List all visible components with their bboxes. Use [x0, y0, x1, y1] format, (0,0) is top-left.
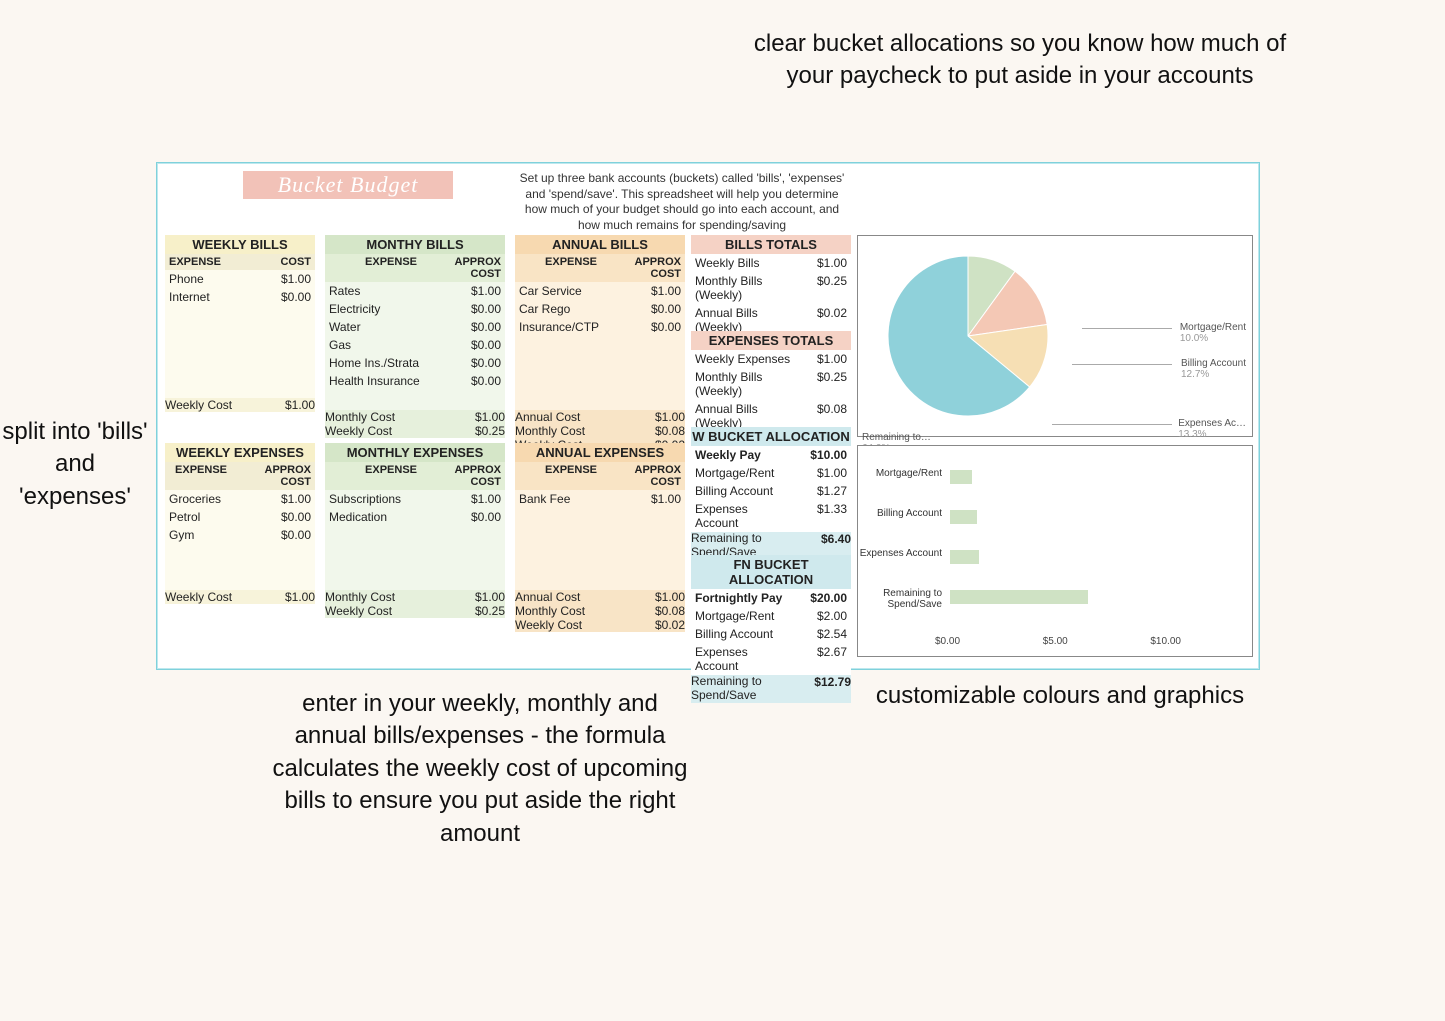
total-row: Monthly Cost$1.00: [325, 410, 505, 424]
pie-label-mortgage: Mortgage/Rent10.0%: [1180, 322, 1246, 344]
table-row: Expenses Account$2.67: [691, 643, 851, 675]
table-row: Health Insurance$0.00: [325, 372, 505, 390]
table-row: Monthly Bills (Weekly)$0.25: [691, 272, 851, 304]
section-annual-bills: ANNUAL BILLS EXPENSEAPPROX COST Car Serv…: [515, 235, 685, 452]
table-row: Mortgage/Rent$1.00: [691, 464, 851, 482]
col-cost: COST: [259, 254, 315, 270]
total-row: Annual Cost$1.00: [515, 410, 685, 424]
bar: [950, 590, 1088, 604]
section-w-allocation: W BUCKET ALLOCATION Weekly Pay$10.00Mort…: [691, 427, 851, 560]
final-row: Remaining to Spend/Save$12.79: [691, 675, 851, 703]
intro-text: Set up three bank accounts (buckets) cal…: [517, 171, 847, 233]
total-row: Weekly Cost$0.25: [325, 424, 505, 438]
total-row: Annual Cost$1.00: [515, 590, 685, 604]
table-row: Gas$0.00: [325, 336, 505, 354]
bar: [950, 470, 972, 484]
spreadsheet: Bucket Budget Set up three bank accounts…: [156, 162, 1260, 670]
table-row: Car Service$1.00: [515, 282, 685, 300]
total-row: Monthly Cost$0.08: [515, 604, 685, 618]
table-row: Petrol$0.00: [165, 508, 315, 526]
col-approx: APPROX COST: [421, 254, 505, 282]
total-row: Weekly Cost$0.25: [325, 604, 505, 618]
table-row: Rates$1.00: [325, 282, 505, 300]
table-row: Car Rego$0.00: [515, 300, 685, 318]
table-row: Home Ins./Strata$0.00: [325, 354, 505, 372]
callout-left: split into 'bills' and 'expenses': [0, 416, 150, 513]
table-row: Bank Fee$1.00: [515, 490, 685, 508]
table-row: Fortnightly Pay$20.00: [691, 589, 851, 607]
bar: [950, 510, 977, 524]
section-title: EXPENSES TOTALS: [691, 331, 851, 350]
section-title: W BUCKET ALLOCATION: [691, 427, 851, 446]
section-title: MONTHLY EXPENSES: [325, 443, 505, 462]
table-row: Electricity$0.00: [325, 300, 505, 318]
table-row: Mortgage/Rent$2.00: [691, 607, 851, 625]
page: clear bucket allocations so you know how…: [0, 0, 1445, 1021]
section-monthly-bills: MONTHY BILLS EXPENSEAPPROX COST Rates$1.…: [325, 235, 505, 438]
title-banner: Bucket Budget: [243, 171, 453, 199]
table-row: Expenses Account$1.33: [691, 500, 851, 532]
table-row: Medication$0.00: [325, 508, 505, 526]
section-monthly-expenses: MONTHLY EXPENSES EXPENSEAPPROX COST Subs…: [325, 443, 505, 618]
table-row: Gym$0.00: [165, 526, 315, 544]
pie-label-expenses: Expenses Ac…13.3%: [1178, 418, 1246, 440]
total-row: Weekly Cost$1.00: [165, 398, 315, 412]
total-row: Weekly Cost$1.00: [165, 590, 315, 604]
section-title: FN BUCKET ALLOCATION: [691, 555, 851, 589]
x-tick-label: $0.00: [935, 636, 960, 647]
callout-bottom-right: customizable colours and graphics: [870, 680, 1250, 712]
col-expense: EXPENSE: [515, 254, 601, 282]
pie-label-billing: Billing Account12.7%: [1181, 358, 1246, 380]
bar-chart: Mortgage/Rent Billing Account Expenses Acc…: [857, 445, 1253, 657]
col-expense: EXPENSE: [165, 462, 231, 490]
col-approx: APPROX COST: [601, 254, 685, 282]
section-title: WEEKLY EXPENSES: [165, 443, 315, 462]
section-title: ANNUAL EXPENSES: [515, 443, 685, 462]
col-expense: EXPENSE: [165, 254, 259, 270]
table-row: Subscriptions$1.00: [325, 490, 505, 508]
col-approx: APPROX COST: [421, 462, 505, 490]
table-row: Weekly Expenses$1.00: [691, 350, 851, 368]
bar-category-label: Mortgage/Rent: [858, 468, 942, 479]
x-tick-label: $5.00: [1043, 636, 1068, 647]
total-row: Monthly Cost$1.00: [325, 590, 505, 604]
callout-top: clear bucket allocations so you know how…: [750, 28, 1290, 93]
section-title: BILLS TOTALS: [691, 235, 851, 254]
section-title: WEEKLY BILLS: [165, 235, 315, 254]
col-expense: EXPENSE: [325, 462, 421, 490]
table-row: Water$0.00: [325, 318, 505, 336]
pie-chart: Mortgage/Rent10.0% Billing Account12.7% …: [857, 235, 1253, 437]
section-title: ANNUAL BILLS: [515, 235, 685, 254]
x-tick-label: $10.00: [1150, 636, 1181, 647]
bar-category-label: Expenses Account: [858, 548, 942, 559]
section-weekly-bills: WEEKLY BILLS EXPENSECOST Phone$1.00Inter…: [165, 235, 315, 412]
section-annual-expenses: ANNUAL EXPENSES EXPENSEAPPROX COST Bank …: [515, 443, 685, 632]
bar-category-label: Remaining toSpend/Save: [858, 588, 942, 610]
section-title: MONTHY BILLS: [325, 235, 505, 254]
bar: [950, 550, 979, 564]
table-row: Groceries$1.00: [165, 490, 315, 508]
col-approx: APPROX COST: [601, 462, 685, 490]
table-row: Weekly Pay$10.00: [691, 446, 851, 464]
callout-bottom-left: enter in your weekly, monthly and annual…: [270, 688, 690, 850]
col-expense: EXPENSE: [515, 462, 601, 490]
section-fn-allocation: FN BUCKET ALLOCATION Fortnightly Pay$20.…: [691, 555, 851, 703]
bar-category-label: Billing Account: [858, 508, 942, 519]
total-row: Weekly Cost$0.02: [515, 618, 685, 632]
col-expense: EXPENSE: [325, 254, 421, 282]
table-row: Billing Account$2.54: [691, 625, 851, 643]
table-row: Monthly Bills (Weekly)$0.25: [691, 368, 851, 400]
table-row: Weekly Bills$1.00: [691, 254, 851, 272]
col-approx: APPROX COST: [231, 462, 315, 490]
table-row: Insurance/CTP$0.00: [515, 318, 685, 336]
table-row: Internet$0.00: [165, 288, 315, 306]
total-row: Monthly Cost$0.08: [515, 424, 685, 438]
table-row: Phone$1.00: [165, 270, 315, 288]
section-weekly-expenses: WEEKLY EXPENSES EXPENSEAPPROX COST Groce…: [165, 443, 315, 604]
table-row: Billing Account$1.27: [691, 482, 851, 500]
